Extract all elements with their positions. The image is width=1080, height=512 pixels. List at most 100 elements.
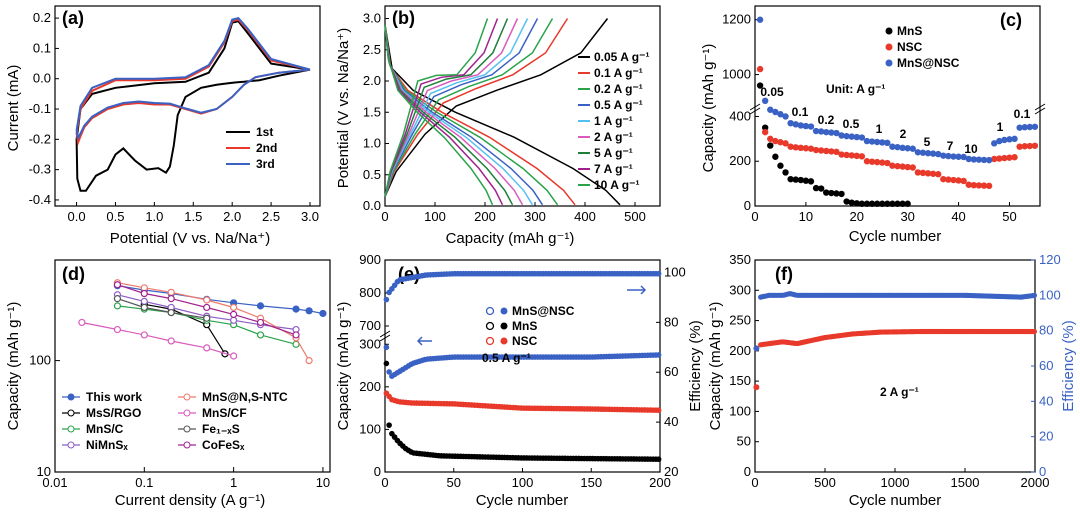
panel-d-point-Fe₁₋ₓS [113, 295, 122, 303]
panel-c-point-NSC [940, 175, 947, 183]
panel-f-xtick-label: 2000 [1021, 475, 1050, 490]
panel-d-legend-label: MnS/CF [202, 406, 247, 420]
panel-f-ytick-right-label: 120 [1039, 252, 1061, 267]
panel-b-discharge-10 A g⁻¹ [384, 24, 494, 206]
panel-c-point-MnS@NSC [879, 139, 886, 146]
panel-b-discharge-0.05 A g⁻¹ [384, 24, 621, 206]
panel-c-point-MnS@NSC [945, 152, 952, 160]
panel-c-rate-label: 0.05 [760, 85, 784, 99]
panel-d-point-This work [292, 305, 300, 313]
panel-d-point-This work [305, 307, 313, 315]
panel-a-plot [75, 16, 311, 192]
panel-c-xtick-label: 40 [951, 209, 965, 224]
panel-b-legend-label: 0.05 A g⁻¹ [594, 50, 649, 64]
panel-a-legend: 1st 2nd 3rd [226, 125, 277, 171]
panel-e-xtick-label: 150 [580, 475, 602, 490]
panel-a-ytick-label: -0.4 [29, 192, 51, 207]
panel-d-xtick-label: 10 [316, 475, 330, 490]
panel-c-point-MnS [843, 198, 850, 205]
panel-d-legend-marker [67, 441, 75, 449]
panel-b-xtick-label: 400 [574, 209, 596, 224]
panel-c-point-MnS@NSC [929, 150, 937, 157]
panel-b-xtick-label: 200 [474, 209, 496, 224]
panel-c-point-MnS@NSC [767, 106, 774, 113]
panel-c-point-MnS [812, 184, 820, 192]
panel-c-point-MnS@NSC [761, 97, 769, 105]
panel-d-point-MnS/CF [230, 352, 238, 360]
panel-c-point-NSC [965, 181, 972, 188]
panel-c-point-MnS@NSC [996, 137, 1003, 145]
panel-c-point-MnS@NSC [975, 156, 983, 163]
panel-d-xtick-label: 0.1 [135, 475, 153, 490]
panel-f-ytick-label: 0 [744, 464, 751, 479]
panel-d-point-CoFeSₓ [230, 310, 238, 318]
panel-c-point-NSC [817, 147, 825, 154]
panel-e-ytick-label: 0 [374, 464, 381, 479]
panel-a-ytick-label: 0.1 [33, 40, 51, 55]
panel-c-xtick-label: 50 [1002, 209, 1016, 224]
panel-c-point-MnS [787, 175, 794, 183]
panel-c-xtick-label: 0 [751, 209, 758, 224]
panel-c-point-MnS [848, 199, 855, 206]
panel-c-point-NSC [853, 152, 860, 160]
panel-d-legend-marker [183, 393, 191, 401]
panel-c-point-MnS [889, 200, 896, 207]
panel-f-label: (f) [775, 264, 793, 284]
panel-d-plot [78, 279, 327, 365]
panel-c-point-MnS [772, 153, 779, 160]
panel-c-ytick-label: 1000 [722, 67, 751, 82]
panel-d-point-MnS/C [113, 302, 122, 310]
panel-a-xtick-label: 0.5 [106, 209, 124, 224]
panel-b-xtick-label: 100 [424, 209, 446, 224]
panel-c-point-MnS@NSC [940, 152, 947, 159]
panel-c-point-MnS [807, 178, 815, 185]
panel-b-legend-label: 0.5 A g⁻¹ [594, 98, 643, 112]
panel-e-eff-point-MnS@NSC [655, 270, 662, 277]
panel-b-ytick-label: 3.0 [363, 11, 381, 26]
panel-f-capacity-point [753, 384, 760, 391]
panel-f: (f) 0 500 1000 1500 200005010015020025030035… [707, 252, 1077, 509]
panel-c-point-MnS [792, 176, 799, 183]
panel-c-point-MnS [868, 200, 876, 207]
panel-d-xtick-label: 0.01 [42, 475, 67, 490]
panel-c-point-MnS@NSC [1021, 124, 1028, 131]
panel-c-rate-label: 0.1 [1014, 107, 1031, 121]
panel-c-rate-label: 0.1 [792, 105, 809, 119]
panel-c-point-MnS@NSC [1026, 123, 1034, 131]
panel-c-point-MnS@NSC [899, 144, 906, 152]
panel-d-line-MnS/CF [81, 321, 234, 357]
panel-c-point-MnS@NSC [853, 133, 860, 141]
panel-c-point-NSC [889, 162, 896, 169]
panel-c-point-MnS@NSC [965, 155, 972, 163]
panel-f-capacity-point [1031, 328, 1038, 335]
panel-c-point-MnS [777, 162, 784, 169]
panel-f-ytick-label: 100 [729, 403, 751, 418]
panel-c-point-MnS@NSC [960, 153, 967, 161]
panel-d-point-MnS/CF [140, 331, 148, 339]
panel-c-rate-label: 1 [876, 122, 883, 136]
panel-c-point-MnS@NSC [924, 149, 932, 157]
panel-c-point-MnS@NSC [970, 156, 978, 163]
panel-c-point-NSC [807, 145, 815, 152]
panel-d-ticks: 0.01 0.1 1 10 10 100 [29, 353, 330, 490]
panel-c-point-MnS@NSC [990, 140, 998, 147]
panel-c-break-left [749, 107, 761, 115]
panel-a-series-1st [75, 20, 311, 192]
panel-e-ytick-right-label: 40 [664, 414, 678, 429]
panel-c-ytick-label: 1200 [722, 12, 751, 27]
panel-f-efficiency-point [753, 345, 760, 352]
panel-d-point-This work [319, 309, 327, 318]
panel-c-legend-label: MnS [897, 24, 922, 38]
panel-d-point-MnS@N,S-NTC [230, 303, 238, 312]
panel-c-point-NSC [970, 181, 978, 189]
panel-f-xlabel: Cycle number [849, 492, 942, 509]
panel-f-ytick-right-label: 80 [1039, 323, 1053, 338]
panel-c-point-NSC [812, 146, 820, 154]
panel-f-xtick-label: 1500 [951, 475, 980, 490]
panel-e-xlabel: Cycle number [476, 492, 569, 509]
panel-c-point-NSC [833, 148, 840, 156]
panel-c-point-NSC [980, 182, 988, 189]
panel-c-point-NSC [899, 163, 906, 170]
panel-d-point-CoFeSₓ [203, 303, 211, 312]
